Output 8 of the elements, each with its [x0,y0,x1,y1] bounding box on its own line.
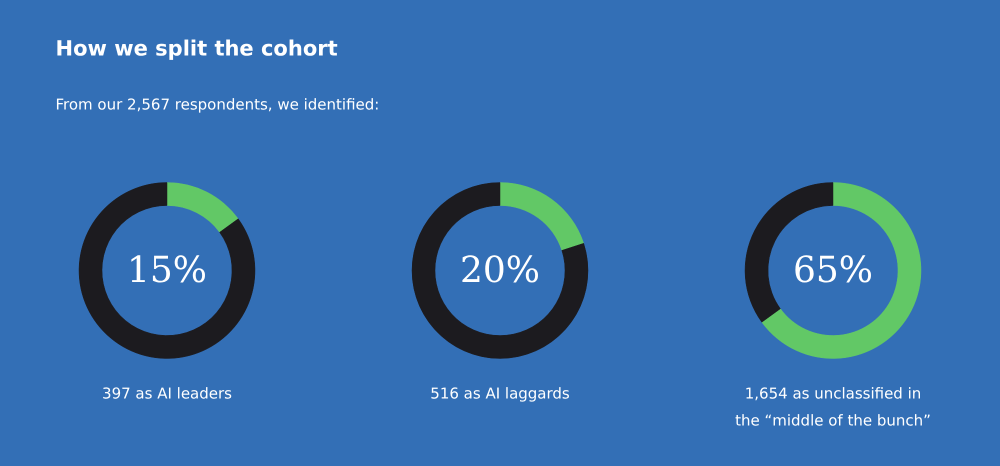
text: 397 as AI leaders [102,384,232,402]
text: 20% [460,250,540,291]
text: 1,654 as unclassified in the “middle of the bunch” [735,384,931,430]
text: 15% [126,250,208,291]
text: 516 as AI laggards [430,384,570,402]
chart-title: How we split the cohort [56,36,338,60]
chart-subtitle: From our 2,567 respondents, we identified: [56,96,380,114]
text: 65% [792,250,874,291]
